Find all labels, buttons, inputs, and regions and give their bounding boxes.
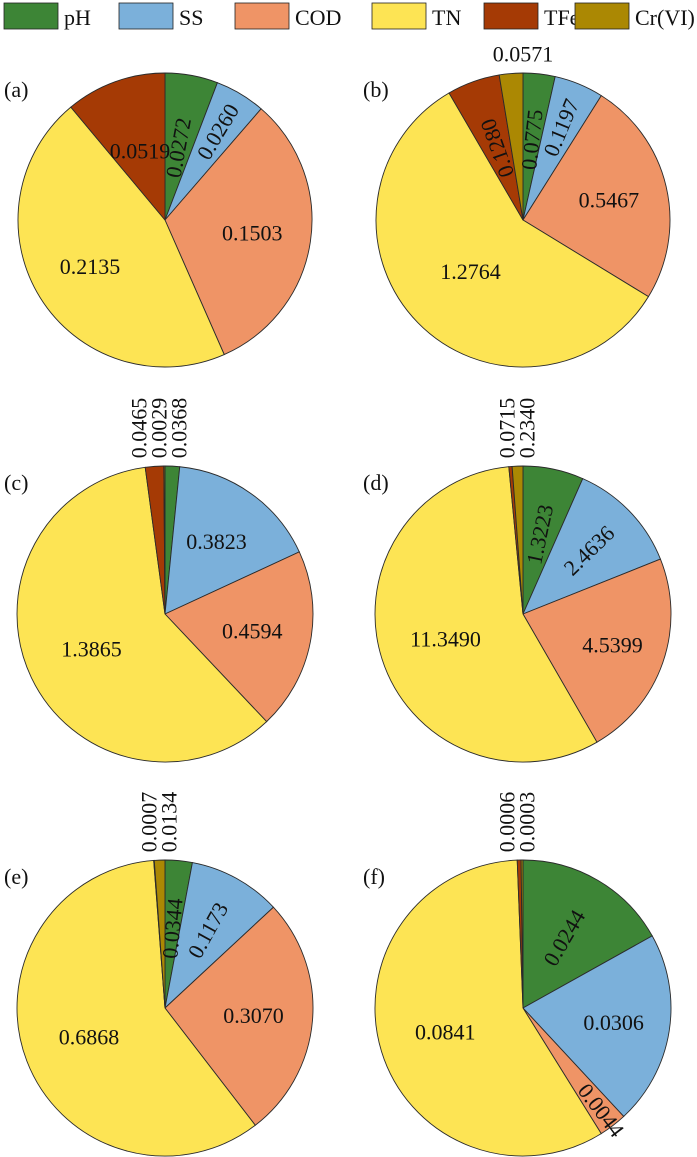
pie-slice-ss <box>164 862 275 1010</box>
pie-slice-tn <box>374 466 598 763</box>
slice-value-label-cr-vi: 0.0134 <box>157 792 182 853</box>
pie-slice-ph <box>522 859 653 1009</box>
slice-value-label-tn: 0.2135 <box>60 254 121 279</box>
slice-value-label-cr-vi: 0.0003 <box>515 792 540 853</box>
slice-value-label-tn: 1.3865 <box>61 637 122 662</box>
pie-slice-cod <box>164 906 314 1126</box>
legend-swatch <box>574 2 630 30</box>
pie-slice-cr-vi <box>520 859 524 1009</box>
slice-value-label-ph: 0.0368 <box>167 398 192 459</box>
legend-label: TN <box>432 5 461 30</box>
pie-slice-ss <box>164 466 300 615</box>
slice-value-label-tn: 0.6868 <box>59 1025 120 1050</box>
slice-value-label-cod: 0.1503 <box>222 221 283 246</box>
slice-value-label-cr-vi: 0.0571 <box>493 42 554 67</box>
pie-slice-tn <box>17 106 225 368</box>
pie-slice-cr-vi <box>153 859 166 1009</box>
legend-swatch <box>483 2 539 30</box>
pie-slice-tfe <box>70 72 166 222</box>
legend-swatch <box>234 2 290 30</box>
pie-slice-cod <box>522 94 671 298</box>
legend-item-tn: TN <box>371 2 461 30</box>
slice-value-label-tfe: 0.0465 <box>127 398 152 459</box>
panel-label: (d) <box>363 470 389 495</box>
legend-item-ss: SS <box>118 2 203 30</box>
slice-value-label-cr-vi: 0.0029 <box>147 398 172 459</box>
slice-value-label-cr-vi: 0.2340 <box>515 398 540 459</box>
legend-label: pH <box>64 5 91 30</box>
slice-value-label-tn: 0.0841 <box>415 1019 476 1044</box>
pie-slice-cr-vi <box>511 465 524 615</box>
legend-item-cod: COD <box>234 2 341 30</box>
panel-label: (c) <box>4 470 28 495</box>
slice-value-label-ph: 0.0344 <box>157 897 187 960</box>
panel-label: (e) <box>4 864 28 889</box>
slice-value-label-tfe: 0.0006 <box>495 792 520 853</box>
legend: pH SS COD TN TFe Cr(VI) <box>3 2 695 30</box>
legend-swatch <box>371 2 427 30</box>
legend-swatch <box>118 2 174 30</box>
pie-slice-cr-vi <box>163 465 166 615</box>
legend-label: Cr(VI) <box>635 5 695 30</box>
pie-slice-cod <box>164 108 313 356</box>
panel-label: (a) <box>4 77 28 102</box>
slice-value-label-tn: 11.3490 <box>410 626 481 651</box>
slice-value-label-tfe: 0.0519 <box>110 138 171 163</box>
legend-label: COD <box>295 5 341 30</box>
legend-swatch <box>3 2 59 30</box>
pie-slice-tn <box>16 859 256 1157</box>
pie-slice-cod <box>164 551 314 723</box>
slice-value-label-cod: 0.5467 <box>579 187 640 212</box>
slice-value-label-cod: 4.5399 <box>582 633 643 658</box>
legend-item-cr-vi: Cr(VI) <box>574 2 695 30</box>
pie-slice-ss <box>522 935 672 1118</box>
legend-label: TFe <box>544 5 579 30</box>
pie-slice-tn <box>16 466 268 763</box>
slice-value-label-tn: 1.2764 <box>440 259 501 284</box>
slice-value-label-tfe: 0.0715 <box>495 398 520 459</box>
panel-label: (f) <box>363 864 385 889</box>
slice-value-label-ss: 0.3823 <box>186 529 247 554</box>
slice-value-label-cod: 0.4594 <box>222 618 283 643</box>
pie-panels: (a)0.02720.02600.15030.21350.0519(b)0.07… <box>4 42 672 1157</box>
slice-value-label-cod: 0.3070 <box>223 1003 284 1028</box>
slice-value-label-ss: 0.0306 <box>583 1010 644 1035</box>
pie-slice-tn <box>375 92 650 368</box>
panel-label: (b) <box>363 77 389 102</box>
pie-slice-tn <box>374 859 602 1157</box>
pie-slice-ss <box>522 478 662 615</box>
pie-slice-cod <box>522 558 672 743</box>
legend-item-ph: pH <box>3 2 91 30</box>
legend-item-tfe: TFe <box>483 2 579 30</box>
slice-value-label-tfe: 0.0007 <box>137 792 162 853</box>
legend-label: SS <box>179 5 203 30</box>
pie-slice-cr-vi <box>498 72 524 221</box>
